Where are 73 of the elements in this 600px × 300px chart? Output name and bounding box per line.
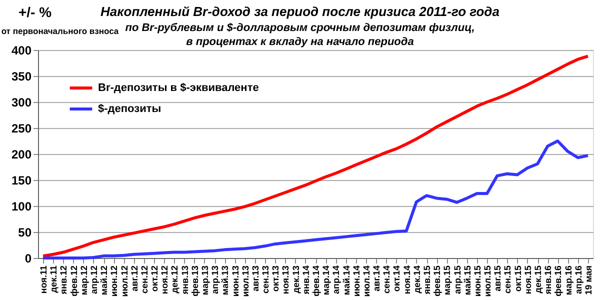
- x-tick-label: янв.14: [300, 266, 311, 294]
- x-tick-label: фев.15: [432, 266, 442, 296]
- x-tick-label: апр.15: [452, 266, 462, 294]
- x-tick-label: июл.12: [119, 266, 130, 297]
- y-tick-label: 0: [24, 252, 32, 266]
- legend-label: $-депозиты: [98, 103, 162, 115]
- x-tick-label: мар.14: [321, 266, 332, 296]
- x-tick-label: июл.14: [361, 266, 372, 297]
- x-tick-label: фев.14: [311, 266, 321, 296]
- x-tick-label: янв.15: [422, 266, 432, 294]
- x-tick-label: авг.12: [129, 266, 140, 292]
- x-tick-label: сен.13: [260, 266, 271, 294]
- text: в процентах к вкладу на начало периода: [186, 36, 414, 48]
- x-tick-label: мар.12: [78, 266, 89, 296]
- x-tick-label: май.13: [220, 266, 230, 296]
- x-tick-label: янв.12: [58, 266, 69, 294]
- line-series: [42, 140, 590, 260]
- x-tick-label: апр.13: [210, 266, 220, 294]
- x-tick-label: мар.13: [200, 266, 210, 296]
- y-tick-label: 250: [11, 122, 32, 136]
- y-tick-label: 150: [11, 174, 32, 188]
- x-tick-label: апр.12: [89, 266, 99, 294]
- x-tick-label: сен.12: [139, 266, 150, 294]
- x-tick-label: фев.12: [68, 266, 79, 296]
- text: по Br-рублевым и $-долларовым срочным депозитам физлиц,: [125, 22, 475, 34]
- x-tick-label: окт.15: [512, 266, 523, 292]
- text: от первоначального взноса: [1, 26, 119, 36]
- y-tick-label: 100: [11, 200, 32, 214]
- x-tick-label: июн.14: [351, 266, 362, 297]
- x-tick-label: май.15: [462, 266, 472, 296]
- chart-title: Накопленный Br-доход за период после кризиса 2011-го года: [100, 4, 500, 19]
- y-tick-label: 400: [11, 44, 32, 58]
- x-tick-label: июл.13: [240, 266, 250, 297]
- x-tick-label: апр.16: [573, 266, 584, 294]
- y-tick-label: 50: [18, 226, 32, 240]
- x-tick-label: сен.14: [382, 266, 392, 294]
- x-tick-label: янв.16: [543, 266, 554, 294]
- x-tick-label: июн.13: [230, 266, 240, 297]
- y-axis-title: +/- %: [18, 4, 52, 20]
- x-tick-label: дек.13: [290, 266, 301, 294]
- x-tick-label: авг.14: [372, 266, 382, 292]
- y-tick-label: 200: [11, 148, 32, 162]
- x-tick-label: ноя.14: [402, 266, 412, 294]
- x-tick-label: дек.11: [48, 266, 59, 293]
- x-tick-label: окт.13: [270, 266, 281, 292]
- x-tick-label: май.14: [341, 266, 352, 296]
- x-tick-label: ноя.15: [522, 266, 533, 294]
- x-tick-label: дек.15: [533, 266, 543, 294]
- x-tick-label: 19 мая: [583, 266, 594, 295]
- x-tick-label: апр.14: [331, 266, 342, 294]
- x-tick-label: ноя.12: [160, 266, 170, 294]
- x-tick-label: июл.15: [482, 266, 493, 297]
- x-tick-label: мар.16: [563, 266, 574, 296]
- x-tick-label: мар.15: [442, 266, 452, 296]
- y-tick-label: 350: [11, 70, 32, 84]
- x-tick-label: фев.13: [190, 266, 200, 296]
- line-series: [42, 54, 590, 258]
- x-tick-label: июн.15: [472, 266, 482, 297]
- x-tick-label: дек.14: [412, 266, 422, 294]
- x-tick-label: окт.14: [392, 266, 402, 292]
- x-tick-label: ноя.13: [280, 266, 291, 294]
- x-tick-label: ноя.11: [38, 266, 49, 294]
- x-tick-label: авг.15: [492, 266, 503, 292]
- x-tick-label: май.12: [99, 266, 110, 296]
- x-tick-label: июн.12: [109, 266, 120, 297]
- x-tick-label: окт.12: [150, 266, 160, 292]
- legend-label: Br-депозиты в $-эквиваленте: [98, 82, 259, 94]
- x-tick-label: янв.13: [180, 266, 190, 294]
- x-tick-label: фев.16: [553, 266, 564, 296]
- x-tick-label: авг.13: [250, 266, 260, 292]
- x-tick-label: сен.15: [502, 266, 513, 294]
- x-tick-label: дек.12: [170, 266, 180, 294]
- y-tick-label: 300: [11, 96, 32, 110]
